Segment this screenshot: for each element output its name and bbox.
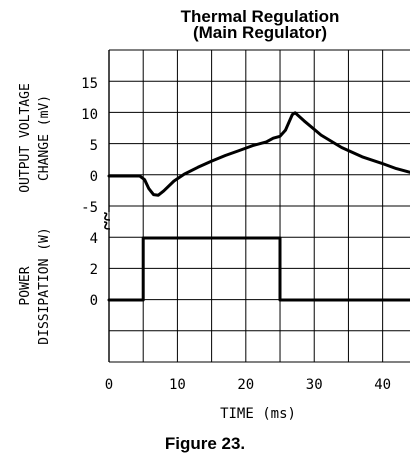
power-ylabel-line2: DISSIPATION (W) [37,227,52,344]
y-tick-label-output-voltage: 0 [90,169,98,185]
chart-title-line2: (Main Regulator) [192,23,328,42]
grid [108,49,410,363]
x-tick-label: 40 [374,377,391,393]
chart-title: Thermal Regulation (Main Regulator) [110,7,410,42]
series-line-power-dissipation [107,236,410,302]
chart-title-line1: Thermal Regulation [180,7,340,26]
y-tick-label-output-voltage: 10 [81,107,98,123]
x-tick-label: 0 [105,377,113,393]
figure-caption: Figure 23. [164,434,246,453]
x-tick-label: 20 [237,377,254,393]
power-ylabel-line1: POWER [18,266,33,305]
series-line-output-voltage [107,111,410,197]
x-axis-label: TIME (ms) [220,406,296,422]
y-tick-label-power-dissipation: 2 [90,262,98,278]
y-tick-label-power-dissipation: 0 [90,293,98,309]
x-tick-label: 10 [169,377,186,393]
x-tick-label: 30 [306,377,323,393]
axis-break-mark [103,212,111,230]
series [107,111,410,302]
y-tick-label-power-dissipation: 4 [90,231,98,247]
voltage-ylabel-line2: CHANGE (mV) [37,95,52,181]
voltage-ylabel-line1: OUTPUT VOLTAGE [18,83,33,193]
y-tick-label-output-voltage: 15 [81,76,98,92]
y-tick-label-output-voltage: 5 [90,138,98,154]
y-tick-label-output-voltage: -5 [81,200,98,216]
